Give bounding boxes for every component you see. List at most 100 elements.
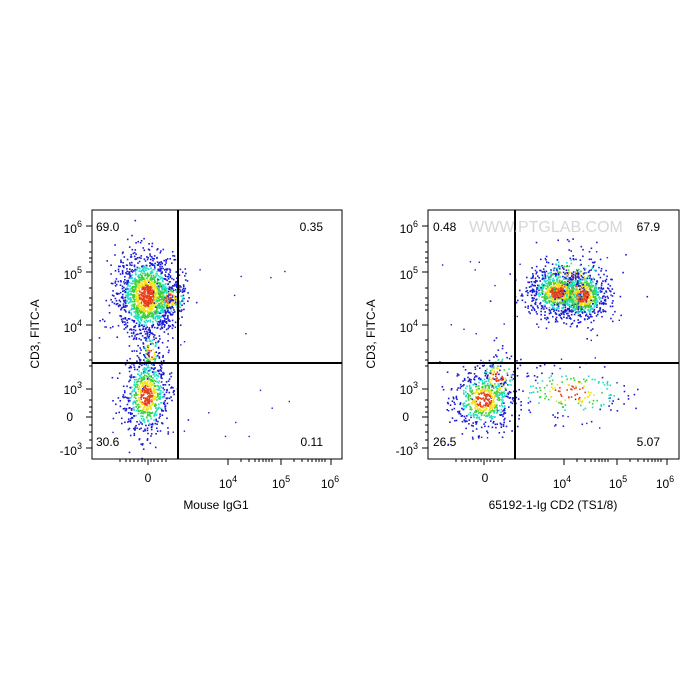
event-dot [146, 289, 149, 291]
event-dot [156, 377, 158, 380]
event-dot [497, 385, 500, 387]
event-dot [167, 290, 170, 293]
event-dot [572, 255, 575, 257]
event-dot [144, 287, 147, 289]
event-dot [484, 409, 486, 411]
event-dot [142, 346, 145, 348]
event-dot [499, 361, 502, 363]
event-dot [134, 283, 137, 286]
event-dot [141, 444, 144, 446]
event-dot [145, 416, 148, 419]
event-dot [140, 309, 142, 311]
event-dot [143, 367, 146, 369]
event-dot [164, 407, 167, 410]
event-dot [561, 267, 564, 269]
event-dot [124, 363, 127, 366]
event-dot [484, 425, 486, 428]
event-dot [601, 282, 603, 284]
event-dot [553, 306, 555, 309]
event-dot [535, 293, 538, 296]
event-dot [478, 408, 481, 410]
event-dot [127, 279, 129, 282]
event-dot [578, 268, 580, 271]
event-dot [167, 340, 169, 342]
event-dot [142, 415, 144, 418]
event-dot [571, 280, 573, 282]
event-dot [143, 377, 146, 379]
event-dot [133, 328, 135, 331]
event-dot [161, 279, 164, 282]
event-dot [571, 298, 574, 301]
event-dot [176, 300, 178, 303]
event-dot [144, 347, 147, 350]
event-dot [130, 314, 133, 316]
event-dot [540, 313, 542, 316]
event-dot [151, 423, 154, 426]
event-dot [143, 312, 145, 315]
event-dot [136, 355, 139, 357]
event-dot [126, 403, 129, 406]
event-dot [565, 297, 568, 299]
event-dot [592, 285, 595, 287]
event-dot [570, 297, 572, 300]
event-dot [138, 358, 141, 361]
event-dot [534, 279, 537, 282]
event-dot [579, 280, 581, 282]
event-dot [459, 402, 462, 404]
event-dot [166, 346, 169, 348]
event-dot [491, 369, 494, 371]
event-dot [572, 294, 574, 297]
event-dot [152, 357, 154, 359]
event-dot [155, 407, 157, 409]
event-dot [599, 308, 601, 311]
event-dot [503, 419, 505, 421]
event-dot [147, 336, 150, 339]
event-dot [482, 382, 485, 385]
event-dot [457, 410, 459, 413]
event-dot [552, 283, 555, 285]
event-dot [183, 285, 185, 288]
event-dot [578, 300, 581, 302]
event-dot [463, 389, 465, 392]
event-dot [604, 298, 607, 301]
event-dot [594, 293, 597, 295]
event-dot [160, 366, 162, 368]
event-dot [540, 269, 542, 272]
event-dot [129, 387, 132, 389]
event-dot [455, 419, 458, 422]
event-dot [156, 317, 159, 320]
event-dot [535, 265, 538, 268]
event-dot [148, 311, 150, 313]
event-dot [536, 313, 538, 315]
event-dot [143, 289, 146, 292]
event-dot [565, 323, 568, 325]
event-dot [173, 283, 176, 286]
event-dot [166, 302, 168, 304]
event-dot [131, 335, 133, 337]
event-dot [152, 333, 154, 336]
event-dot [151, 293, 153, 296]
event-dot [175, 280, 178, 283]
event-dot [552, 296, 555, 298]
event-dot [140, 302, 143, 304]
event-dot [476, 421, 478, 423]
event-dot [123, 289, 126, 292]
event-dot [135, 322, 138, 325]
event-dot [532, 275, 534, 277]
event-dot [131, 319, 134, 321]
event-dot [131, 248, 134, 251]
event-dot [148, 372, 150, 375]
event-dot [566, 290, 568, 292]
event-dot [144, 380, 146, 383]
event-dot [162, 305, 164, 308]
event-dot [607, 283, 610, 286]
event-dot [158, 406, 160, 409]
event-dot [591, 286, 593, 288]
event-dot [546, 279, 549, 282]
event-dot [595, 294, 597, 296]
event-dot [159, 369, 162, 371]
event-dot [584, 302, 586, 305]
event-dot [168, 298, 170, 300]
event-dot [589, 306, 592, 308]
event-dot [146, 393, 149, 395]
